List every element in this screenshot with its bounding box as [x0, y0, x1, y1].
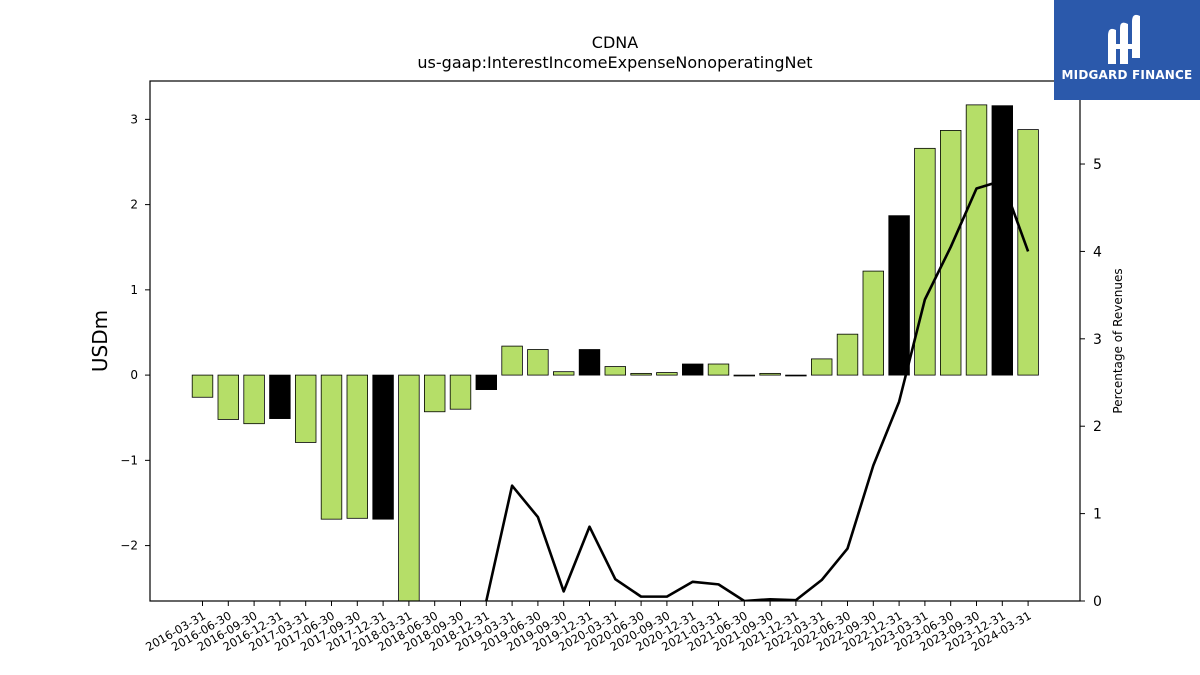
- y2-tick-label-3: 3: [1093, 332, 1102, 348]
- bar-2024-03-31: [1017, 129, 1039, 376]
- y-tick-label--1: −1: [120, 453, 138, 467]
- bar-2021-06-30: [733, 374, 756, 377]
- bar-2018-03-31: [398, 374, 420, 602]
- y-tick-label-2: 2: [130, 198, 138, 212]
- bar-2020-12-31: [682, 363, 704, 376]
- bar-series: [191, 104, 1039, 602]
- y2-tick-label-5: 5: [1093, 157, 1102, 173]
- y2-tick-label-1: 1: [1093, 507, 1102, 523]
- bar-2017-03-31: [294, 374, 317, 443]
- bar-2018-12-31: [475, 374, 498, 390]
- y2-axis-label: Percentage of Revenues: [1111, 268, 1125, 413]
- y-axis-right: 0 1 2 3 4 5: [1080, 157, 1102, 610]
- bar-2021-03-31: [707, 363, 730, 376]
- y-tick-label--2: −2: [120, 539, 138, 553]
- bar-2020-03-31: [604, 366, 627, 376]
- bar-2017-12-31: [372, 374, 394, 520]
- y2-tick-label-0: 0: [1093, 594, 1102, 610]
- y2-tick-label-2: 2: [1093, 419, 1102, 435]
- midgard-logo-icon: [1108, 14, 1140, 65]
- bar-2016-12-31: [269, 374, 291, 419]
- y-tick-label-0: 0: [130, 368, 138, 382]
- midgard-finance-logo: MIDGARD FINANCE: [1054, 0, 1200, 100]
- bar-2019-03-31: [501, 345, 523, 376]
- chart-title: CDNA: [592, 33, 638, 52]
- bar-2019-09-30: [553, 371, 575, 376]
- bar-2023-06-30: [940, 130, 962, 376]
- y-axis-label: USDm: [88, 310, 112, 372]
- percentage-line-series: [485, 179, 1030, 601]
- bar-2018-06-30: [423, 374, 446, 413]
- bar-2021-09-30: [759, 372, 781, 376]
- bar-2022-12-31: [888, 215, 910, 376]
- percentage-line: [485, 179, 1030, 601]
- bar-2016-06-30: [217, 374, 240, 420]
- bar-2017-06-30: [320, 374, 343, 520]
- y-tick-label-3: 3: [130, 112, 138, 126]
- bar-2016-09-30: [243, 374, 265, 425]
- bar-2021-12-31: [785, 374, 807, 377]
- y-tick-label-1: 1: [130, 283, 138, 297]
- bar-2018-09-30: [449, 374, 472, 410]
- bar-2020-06-30: [630, 372, 652, 376]
- logo-text: MIDGARD FINANCE: [1061, 68, 1193, 82]
- bar-2020-09-30: [656, 372, 678, 376]
- bar-2023-03-31: [914, 147, 936, 376]
- x-axis: 2016-03-312016-06-302016-09-302016-12-31…: [143, 601, 1034, 654]
- bar-2019-06-30: [527, 349, 549, 376]
- bar-2023-09-30: [965, 104, 988, 376]
- y2-tick-label-4: 4: [1093, 244, 1102, 260]
- bar-2017-09-30: [346, 374, 369, 519]
- bar-2022-09-30: [862, 270, 885, 376]
- bar-2019-12-31: [578, 349, 601, 376]
- y-axis-left: −2 −1 0 1 2 3: [120, 112, 150, 553]
- bar-2022-06-30: [836, 333, 859, 376]
- bar-2016-03-31: [191, 374, 214, 398]
- bar-2023-12-31: [991, 105, 1014, 376]
- chart-subtitle: us-gaap:InterestIncomeExpenseNonoperatin…: [417, 53, 812, 72]
- bar-2022-03-31: [811, 358, 833, 376]
